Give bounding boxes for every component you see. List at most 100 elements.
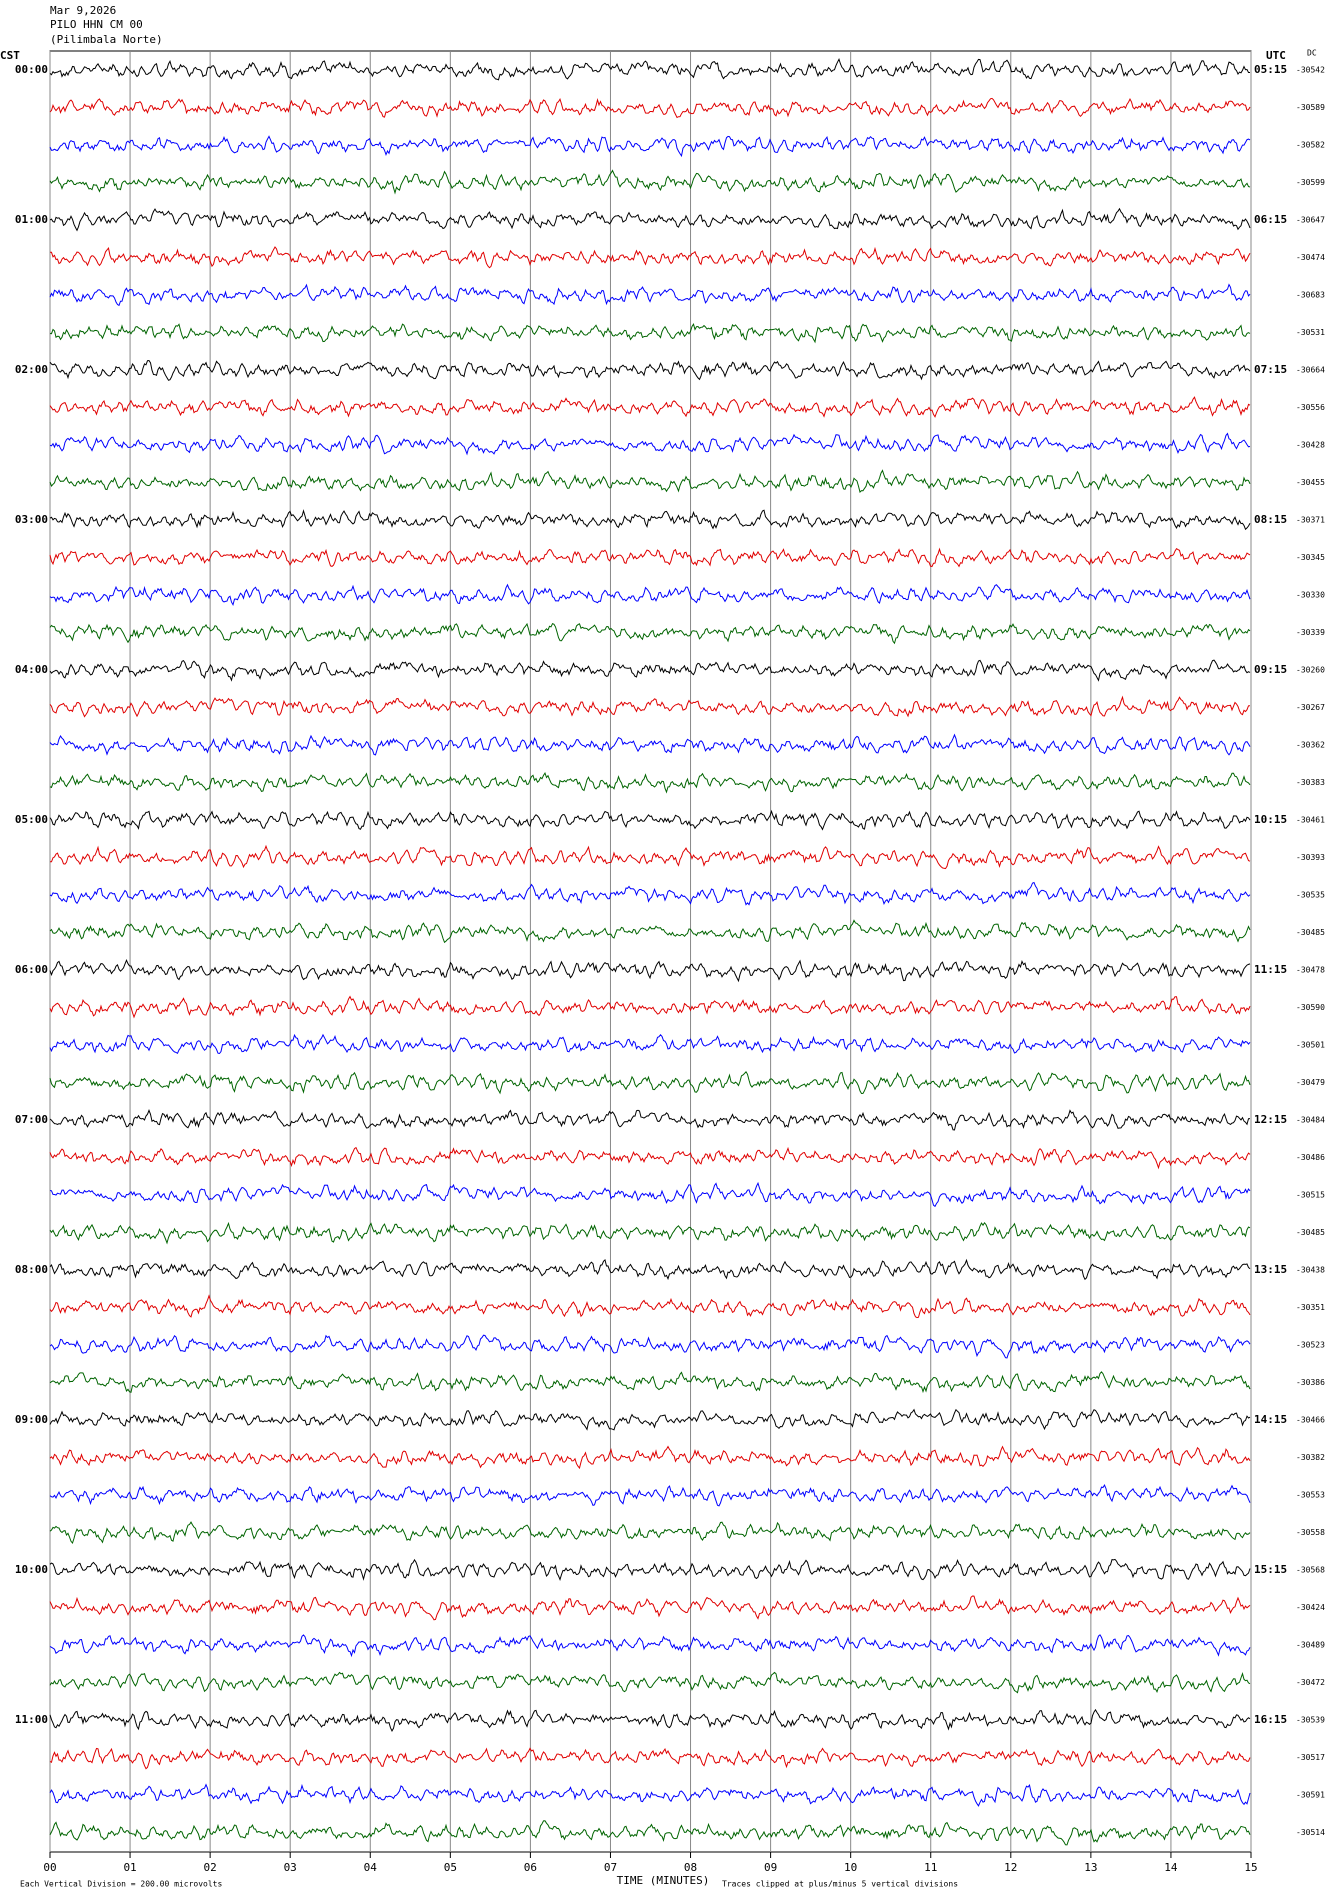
trace bbox=[49, 509, 1251, 531]
trace bbox=[49, 169, 1251, 195]
dc-value: -30428 bbox=[1296, 441, 1325, 450]
trace bbox=[49, 135, 1251, 158]
trace bbox=[49, 323, 1251, 344]
dc-value: -30424 bbox=[1296, 1603, 1325, 1612]
dc-value: -30386 bbox=[1296, 1378, 1325, 1387]
dc-value: -30599 bbox=[1296, 178, 1325, 187]
trace bbox=[49, 547, 1251, 568]
utc-time: 10:15 bbox=[1254, 813, 1287, 826]
trace bbox=[49, 1033, 1251, 1055]
trace bbox=[50, 844, 1251, 870]
date: Mar 9,2026 bbox=[50, 4, 116, 17]
utc-time: 13:15 bbox=[1254, 1263, 1287, 1276]
x-tick-label: 09 bbox=[764, 1861, 777, 1874]
dc-value: -30478 bbox=[1296, 966, 1325, 975]
dc-value: -30517 bbox=[1296, 1753, 1325, 1762]
utc-time: 14:15 bbox=[1254, 1413, 1287, 1426]
dc-value: -30501 bbox=[1296, 1041, 1325, 1050]
cst-time: 07:00 bbox=[15, 1113, 48, 1126]
x-axis-label: TIME (MINUTES) bbox=[617, 1874, 710, 1887]
trace bbox=[49, 1634, 1251, 1658]
trace bbox=[49, 959, 1251, 983]
dc-label: DC bbox=[1307, 49, 1317, 58]
trace bbox=[49, 1109, 1251, 1131]
trace bbox=[49, 396, 1251, 418]
trace bbox=[49, 1070, 1251, 1095]
dc-value: -30474 bbox=[1296, 253, 1325, 262]
trace bbox=[49, 659, 1251, 682]
cst-time: 06:00 bbox=[15, 963, 48, 976]
trace bbox=[49, 469, 1251, 493]
utc-time: 12:15 bbox=[1254, 1113, 1287, 1126]
trace bbox=[49, 1445, 1251, 1470]
dc-value: -30485 bbox=[1296, 1228, 1325, 1237]
dc-value: -30479 bbox=[1296, 1078, 1325, 1087]
trace bbox=[49, 771, 1251, 794]
trace bbox=[49, 1334, 1251, 1359]
trace bbox=[49, 809, 1251, 831]
cst-time: 04:00 bbox=[15, 663, 48, 676]
trace bbox=[49, 1747, 1251, 1770]
trace bbox=[49, 1221, 1251, 1245]
footer-clip: Traces clipped at plus/minus 5 vertical … bbox=[722, 1880, 958, 1889]
trace bbox=[49, 97, 1251, 119]
cst-time: 00:00 bbox=[15, 63, 48, 76]
left-zone: CST bbox=[0, 49, 20, 62]
dc-value: -30591 bbox=[1296, 1791, 1325, 1800]
location: (Pilimbala Norte) bbox=[50, 33, 163, 46]
station: PILO HHN CM 00 bbox=[50, 18, 143, 31]
x-tick-label: 07 bbox=[604, 1861, 617, 1874]
trace bbox=[49, 1181, 1251, 1208]
trace bbox=[49, 919, 1251, 944]
utc-time: 07:15 bbox=[1254, 363, 1287, 376]
dc-value: -30489 bbox=[1296, 1641, 1325, 1650]
trace bbox=[49, 1820, 1251, 1846]
trace bbox=[49, 1708, 1251, 1732]
x-tick-label: 01 bbox=[123, 1861, 136, 1874]
x-tick-label: 11 bbox=[924, 1861, 937, 1874]
cst-time: 05:00 bbox=[15, 813, 48, 826]
x-tick-label: 06 bbox=[524, 1861, 537, 1874]
right-zone: UTC bbox=[1266, 49, 1286, 62]
trace bbox=[49, 1408, 1251, 1431]
trace bbox=[49, 283, 1251, 307]
utc-time: 06:15 bbox=[1254, 213, 1287, 226]
dc-value: -30539 bbox=[1296, 1716, 1325, 1725]
dc-value: -30472 bbox=[1296, 1678, 1325, 1687]
dc-value: -30267 bbox=[1296, 703, 1325, 712]
trace bbox=[49, 583, 1251, 606]
trace bbox=[49, 57, 1250, 81]
dc-value: -30514 bbox=[1296, 1828, 1325, 1837]
dc-value: -30383 bbox=[1296, 778, 1325, 787]
trace bbox=[49, 622, 1251, 645]
utc-time: 08:15 bbox=[1254, 513, 1287, 526]
traces bbox=[49, 57, 1251, 1846]
dc-value: -30556 bbox=[1296, 403, 1325, 412]
trace bbox=[49, 881, 1251, 906]
dc-value: -30330 bbox=[1296, 591, 1325, 600]
utc-time: 15:15 bbox=[1254, 1563, 1287, 1576]
trace bbox=[49, 1783, 1251, 1807]
utc-time: 05:15 bbox=[1254, 63, 1287, 76]
dc-value: -30664 bbox=[1296, 366, 1325, 375]
trace bbox=[49, 1595, 1251, 1621]
trace bbox=[49, 1671, 1251, 1694]
dc-value: -30362 bbox=[1296, 741, 1325, 750]
dc-value: -30590 bbox=[1296, 1003, 1325, 1012]
x-tick-label: 15 bbox=[1244, 1861, 1257, 1874]
dc-value: -30523 bbox=[1296, 1341, 1325, 1350]
dc-value: -30455 bbox=[1296, 478, 1325, 487]
dc-value: -30466 bbox=[1296, 1416, 1325, 1425]
trace bbox=[49, 359, 1251, 381]
x-tick-label: 02 bbox=[204, 1861, 217, 1874]
x-tick-label: 03 bbox=[284, 1861, 297, 1874]
trace bbox=[49, 432, 1251, 456]
x-tick-label: 10 bbox=[844, 1861, 857, 1874]
dc-value: -30260 bbox=[1296, 666, 1325, 675]
dc-value: -30393 bbox=[1296, 853, 1325, 862]
x-tick-label: 13 bbox=[1084, 1861, 1097, 1874]
dc-value: -30542 bbox=[1296, 66, 1325, 75]
utc-time: 09:15 bbox=[1254, 663, 1287, 676]
dc-value: -30515 bbox=[1296, 1191, 1325, 1200]
